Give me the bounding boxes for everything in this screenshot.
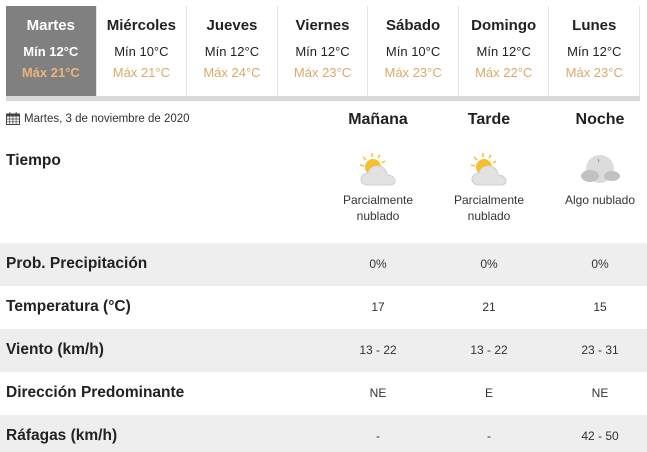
day-name: Martes — [6, 17, 96, 37]
column-header-tarde: Tarde — [434, 111, 544, 129]
row-value: 15 — [545, 300, 647, 314]
row-value: 13 - 22 — [323, 343, 433, 357]
table-row: Prob. Precipitación0%0%0% — [0, 243, 647, 286]
row-value: E — [434, 386, 544, 400]
day-name: Domingo — [459, 17, 549, 37]
row-value: NE — [323, 386, 433, 400]
day-tab-1[interactable]: Miércoles Mín 10°C Máx 21°C — [97, 6, 188, 97]
date-line: Martes, 3 de noviembre de 2020 — [6, 112, 190, 125]
table-row: Temperatura (°C) 172115 — [0, 286, 647, 329]
row-label: Viento (km/h) — [6, 341, 104, 359]
weather-cell: Parcialmente nublado — [434, 152, 544, 224]
row-value: 42 - 50 — [545, 429, 647, 443]
row-value: 0% — [545, 257, 647, 271]
weather-text: Parcialmente nublado — [449, 192, 529, 224]
max-temp: Máx 21°C — [6, 65, 96, 80]
row-label: Dirección Predominante — [6, 384, 184, 402]
min-temp: Mín 10°C — [368, 44, 458, 59]
min-temp: Mín 10°C — [97, 44, 187, 59]
max-temp: Máx 23°C — [549, 65, 639, 80]
table-row: Dirección Predominante NEENE — [0, 372, 647, 415]
day-name: Miércoles — [97, 17, 187, 37]
row-value: 0% — [434, 257, 544, 271]
min-temp: Mín 12°C — [6, 44, 96, 59]
max-temp: Máx 23°C — [278, 65, 368, 80]
day-name: Jueves — [187, 17, 277, 37]
weather-cell: Algo nublado — [545, 152, 647, 208]
weather-text: Parcialmente nublado — [338, 192, 418, 224]
row-value: 17 — [323, 300, 433, 314]
max-temp: Máx 24°C — [187, 65, 277, 80]
min-temp: Mín 12°C — [459, 44, 549, 59]
max-temp: Máx 22°C — [459, 65, 549, 80]
column-header-manana: Mañana — [323, 111, 433, 129]
table-row: Viento (km/h)13 - 2213 - 2223 - 31 — [0, 329, 647, 372]
day-tab-0[interactable]: Martes Mín 12°C Máx 21°C — [6, 6, 97, 97]
partly-cloudy-day-icon — [467, 152, 511, 188]
day-tab-2[interactable]: Jueves Mín 12°C Máx 24°C — [187, 6, 278, 97]
weather-row: Tiempo Parcialmente nublado Parcialmente… — [0, 140, 647, 243]
weather-cell: Parcialmente nublado — [323, 152, 433, 224]
min-temp: Mín 12°C — [187, 44, 277, 59]
partly-cloudy-night-icon — [578, 152, 622, 188]
row-label: Tiempo — [6, 152, 61, 170]
tabs-divider — [6, 96, 640, 101]
row-label: Prob. Precipitación — [6, 255, 147, 273]
min-temp: Mín 12°C — [549, 44, 639, 59]
calendar-icon — [6, 112, 20, 125]
column-header-noche: Noche — [545, 111, 647, 129]
weather-text: Algo nublado — [565, 193, 635, 207]
day-name: Sábado — [368, 17, 458, 37]
row-value: 0% — [323, 257, 433, 271]
day-tab-6[interactable]: Lunes Mín 12°C Máx 23°C — [549, 6, 640, 97]
row-value: 13 - 22 — [434, 343, 544, 357]
row-value: - — [323, 429, 433, 443]
day-name: Viernes — [278, 17, 368, 37]
day-name: Lunes — [549, 17, 639, 37]
table-row: Ráfagas (km/h)--42 - 50 — [0, 415, 647, 452]
date-text: Martes, 3 de noviembre de 2020 — [24, 113, 190, 125]
max-temp: Máx 21°C — [97, 65, 187, 80]
partly-cloudy-day-icon — [356, 152, 400, 188]
row-value: 23 - 31 — [545, 343, 647, 357]
day-tab-4[interactable]: Sábado Mín 10°C Máx 23°C — [368, 6, 459, 97]
day-tabs: Martes Mín 12°C Máx 21°CMiércoles Mín 10… — [6, 6, 640, 97]
row-value: - — [434, 429, 544, 443]
row-value: NE — [545, 386, 647, 400]
row-label: Ráfagas (km/h) — [6, 427, 117, 445]
row-label: Temperatura (°C) — [6, 298, 131, 316]
max-temp: Máx 23°C — [368, 65, 458, 80]
day-tab-5[interactable]: Domingo Mín 12°C Máx 22°C — [459, 6, 550, 97]
day-tab-3[interactable]: Viernes Mín 12°C Máx 23°C — [278, 6, 369, 97]
row-value: 21 — [434, 300, 544, 314]
min-temp: Mín 12°C — [278, 44, 368, 59]
